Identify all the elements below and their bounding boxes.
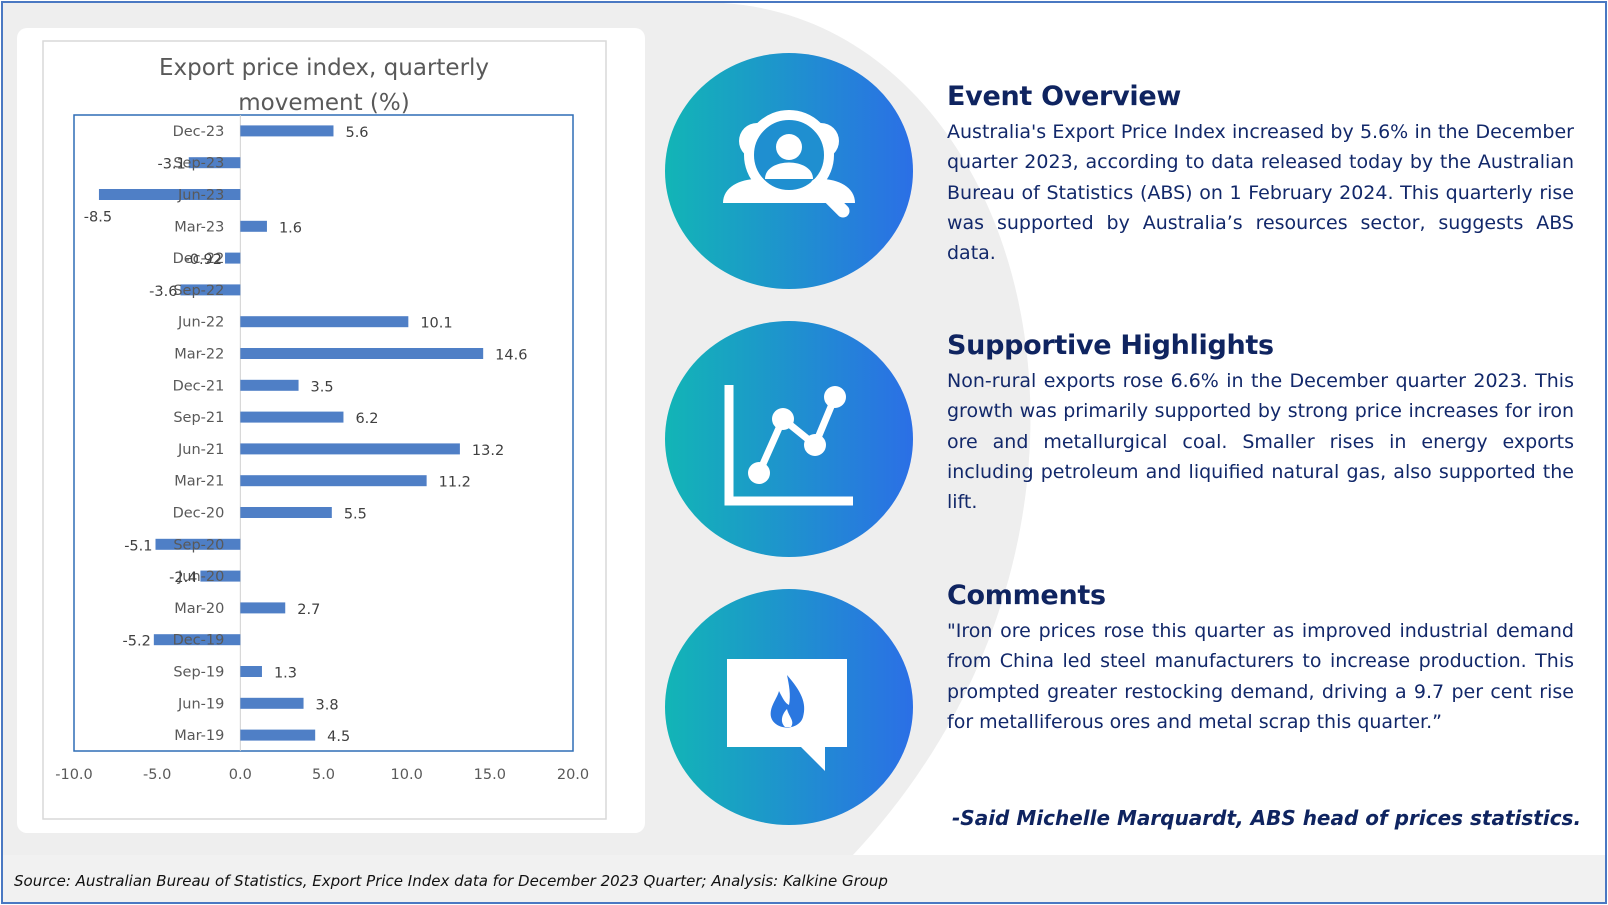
plot-area-border xyxy=(73,114,574,752)
value-label-dec-19: -5.2 xyxy=(123,634,151,650)
category-label-dec-21: Dec-21 xyxy=(173,378,225,394)
comments-heading: Comments xyxy=(947,580,1106,611)
category-label-dec-23: Dec-23 xyxy=(173,124,225,140)
comments-icon-circle xyxy=(665,589,913,825)
value-label-jun-23: -8.5 xyxy=(84,210,112,226)
value-label-sep-20: -5.1 xyxy=(124,538,152,554)
category-label-jun-20: Jun-20 xyxy=(177,569,224,585)
bar-jun-23 xyxy=(98,189,241,200)
bar-jun-22 xyxy=(240,316,409,328)
bar-dec-20 xyxy=(240,507,332,518)
speech-bubble-flame-icon xyxy=(727,659,847,771)
value-label-jun-21: 13.2 xyxy=(472,443,504,459)
value-label-mar-23: 1.6 xyxy=(279,220,302,236)
value-label-sep-22: -3.6 xyxy=(149,284,177,300)
quote-attribution: -Said Michelle Marquardt, ABS head of pr… xyxy=(952,806,1582,830)
value-label-jun-19: 3.8 xyxy=(316,697,339,713)
comments-section: Comments "Iron ore prices rose this quar… xyxy=(947,580,1574,737)
bar-sep-21 xyxy=(240,411,344,423)
value-label-dec-22: -0.92 xyxy=(184,252,222,268)
bars-group xyxy=(98,115,484,751)
bar-jun-19 xyxy=(240,697,304,709)
category-label-jun-22: Jun-22 xyxy=(177,315,224,331)
category-label-jun-21: Jun-21 xyxy=(177,442,224,458)
labels-group: Dec-23 5.6 Sep-23-3.1 Jun-23 -8.5 Mar-23 1.6 De… xyxy=(55,124,589,783)
highlights-body: Non-rural exports rose 6.6% in the Decem… xyxy=(947,370,1574,514)
bar-sep-19 xyxy=(240,666,262,677)
bar-dec-21 xyxy=(240,379,299,391)
bar-jun-21 xyxy=(240,443,460,455)
bar-chart: Export price index, quarterly movement (… xyxy=(42,40,607,820)
x-tick-label: 20.0 xyxy=(557,767,589,783)
x-tick-label: 15.0 xyxy=(474,767,506,783)
category-label-jun-23: Jun-23 xyxy=(177,188,224,204)
bar-mar-19 xyxy=(240,729,316,741)
bar-sep-20 xyxy=(155,538,241,550)
value-label-mar-20: 2.7 xyxy=(297,602,320,618)
bar-dec-23 xyxy=(240,125,334,137)
category-label-dec-22: Dec-22 xyxy=(173,251,225,267)
value-label-dec-21: 3.5 xyxy=(311,379,334,395)
value-label-mar-22: 14.6 xyxy=(495,348,527,364)
chart-area-border xyxy=(42,40,607,820)
value-label-sep-23: -3.1 xyxy=(157,157,185,173)
value-label-dec-20: 5.5 xyxy=(344,507,367,523)
value-label-jun-20: -2.4 xyxy=(169,570,197,586)
bar-jun-20 xyxy=(200,570,241,582)
magnifier-people-icon xyxy=(723,110,855,218)
value-label-mar-19: 4.5 xyxy=(327,729,350,745)
overview-heading: Event Overview xyxy=(947,81,1181,112)
category-label-sep-19: Sep-19 xyxy=(173,665,224,681)
bar-mar-23 xyxy=(240,220,267,232)
bar-mar-21 xyxy=(240,475,427,487)
overview-section: Event Overview Australia's Export Price … xyxy=(947,81,1574,268)
footer-band xyxy=(3,855,1605,902)
category-label-sep-23: Sep-23 xyxy=(173,156,224,172)
x-tick-label: 10.0 xyxy=(391,767,423,783)
bar-mar-20 xyxy=(240,602,286,614)
category-label-mar-22: Mar-22 xyxy=(174,347,224,363)
category-label-mar-21: Mar-21 xyxy=(174,474,224,490)
x-tick-label: -10.0 xyxy=(55,767,93,783)
chart-title-line-2: movement (%) xyxy=(238,90,410,116)
highlights-section: Supportive Highlights Non-rural exports … xyxy=(947,330,1574,517)
x-tick-label: -5.0 xyxy=(143,767,171,783)
category-label-dec-20: Dec-20 xyxy=(173,506,225,522)
line-chart-icon xyxy=(724,385,853,506)
category-label-mar-23: Mar-23 xyxy=(174,219,224,235)
bar-sep-22 xyxy=(180,284,241,296)
chart-card: Export price index, quarterly movement (… xyxy=(17,28,645,833)
bar-mar-22 xyxy=(240,348,484,359)
overview-icon-circle xyxy=(665,53,913,289)
value-label-sep-21: 6.2 xyxy=(355,411,378,427)
value-label-mar-21: 11.2 xyxy=(439,475,471,491)
highlights-heading: Supportive Highlights xyxy=(947,330,1274,361)
highlights-icon-circle xyxy=(665,321,913,557)
category-label-mar-20: Mar-20 xyxy=(174,601,224,617)
x-tick-label: 0.0 xyxy=(229,767,252,783)
bar-dec-22 xyxy=(225,252,241,264)
overview-body: Australia's Export Price Index increased… xyxy=(947,121,1574,265)
category-label-sep-21: Sep-21 xyxy=(173,410,224,426)
bar-dec-19 xyxy=(153,634,241,646)
chart-title-line-1: Export price index, quarterly xyxy=(159,55,489,81)
category-label-sep-22: Sep-22 xyxy=(173,283,224,299)
category-label-dec-19: Dec-19 xyxy=(173,633,225,649)
value-label-sep-19: 1.3 xyxy=(274,666,297,682)
source-note: Source: Australian Bureau of Statistics,… xyxy=(14,872,888,890)
category-label-mar-19: Mar-19 xyxy=(174,728,224,744)
comments-body: "Iron ore prices rose this quarter as im… xyxy=(947,620,1574,733)
category-label-jun-19: Jun-19 xyxy=(177,696,224,712)
bar-sep-23 xyxy=(188,157,241,169)
value-label-dec-23: 5.6 xyxy=(345,125,368,141)
category-label-sep-20: Sep-20 xyxy=(173,537,224,553)
x-tick-label: 5.0 xyxy=(312,767,335,783)
value-label-jun-22: 10.1 xyxy=(420,316,452,332)
